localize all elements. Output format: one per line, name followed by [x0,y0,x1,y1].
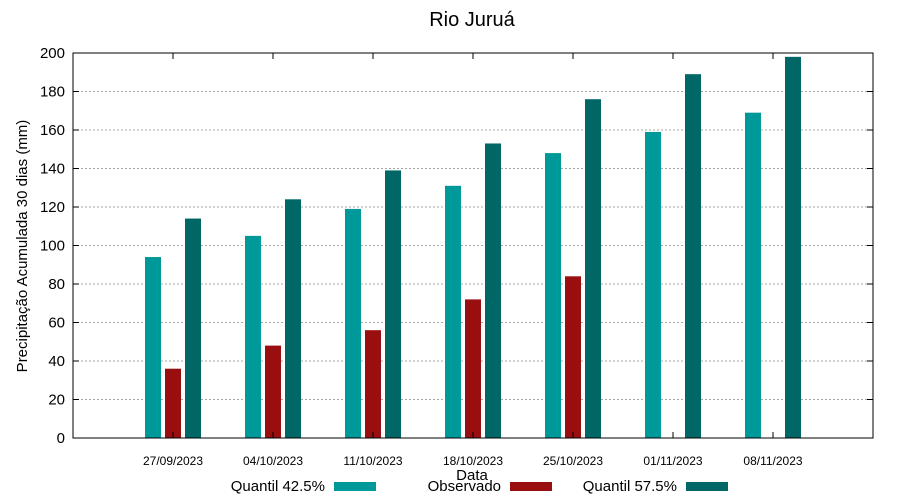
bar [485,143,501,438]
y-tick-label: 60 [48,315,65,332]
legend-swatch [686,482,728,491]
bar [365,330,381,438]
y-tick-label: 140 [40,161,65,178]
chart-title: Rio Juruá [429,9,515,31]
legend: Quantil 42.5% Observado Quantil 57.5% [231,478,728,495]
bar [585,99,601,438]
bar [265,345,281,438]
x-tick-label: 11/10/2023 [343,454,402,468]
bar [645,131,661,439]
bar [185,218,201,438]
bar [545,153,561,438]
y-tick-label: 200 [40,45,65,62]
bar [285,199,301,438]
y-tick-label: 40 [48,353,65,370]
x-axis-ticks: 27/09/2023 04/10/2023 11/10/2023 18/10/2023… [143,53,803,468]
y-axis-ticks: 0 20 40 60 80 100 120 140 160 180 200 [40,45,873,447]
y-tick-label: 120 [40,199,65,216]
legend-label: Quantil 57.5% [583,478,677,495]
bar [685,74,701,439]
bar [445,185,461,438]
y-tick-label: 20 [48,392,65,409]
bar [465,299,481,438]
bar [145,257,161,438]
bar [245,235,261,438]
y-tick-label: 80 [48,276,65,293]
x-tick-label: 08/11/2023 [743,454,802,468]
x-tick-label: 18/10/2023 [443,454,503,468]
y-axis-label: Precipitação Acumulada 30 dias (mm) [14,120,31,373]
y-tick-label: 180 [40,84,65,101]
x-axis-label: Data [456,467,488,484]
bar [345,208,361,438]
bar [745,112,761,439]
legend-label: Observado [428,478,501,495]
y-tick-label: 100 [40,238,65,255]
x-tick-label: 27/09/2023 [143,454,203,468]
y-tick-label: 160 [40,122,65,139]
y-tick-label: 0 [57,430,65,447]
x-tick-label: 04/10/2023 [243,454,303,468]
bar [785,56,801,438]
legend-swatch [510,482,552,491]
x-tick-label: 01/11/2023 [643,454,702,468]
legend-swatch [334,482,376,491]
legend-label: Quantil 42.5% [231,478,325,495]
bar [565,276,581,438]
bars [145,56,801,439]
x-tick-label: 25/10/2023 [543,454,603,468]
bar [165,368,181,438]
bar [385,170,401,439]
